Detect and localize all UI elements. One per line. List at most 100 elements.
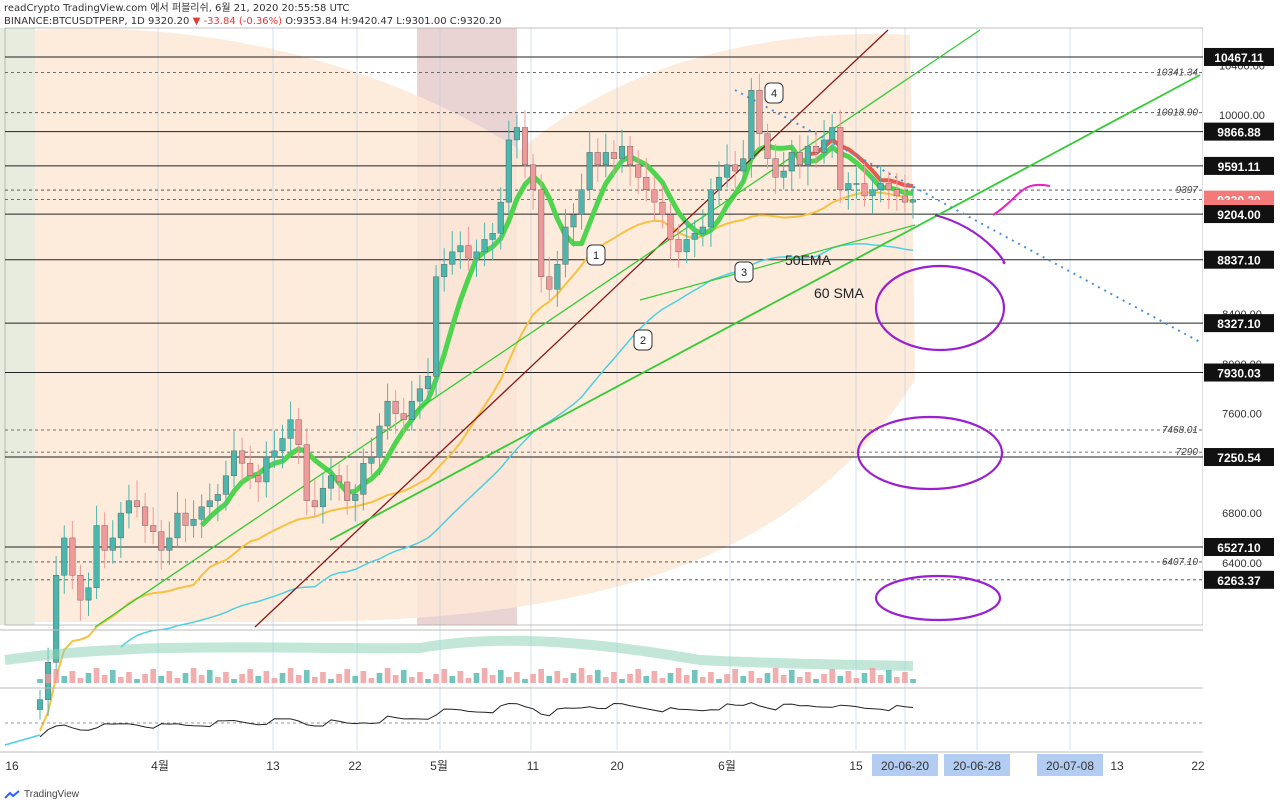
vol-bar-11 — [126, 672, 132, 683]
tradingview-logo-icon — [4, 789, 20, 799]
candle-body-47 — [416, 388, 423, 402]
candle-body-86 — [732, 164, 739, 172]
rsi-start — [4, 734, 41, 746]
vol-bar-45 — [400, 670, 407, 683]
vol-bar-66 — [570, 673, 577, 683]
candle-body-52 — [457, 245, 464, 253]
candle-body-39 — [352, 494, 359, 501]
candle-body-36 — [327, 475, 335, 489]
axis-tick-6: 6400.00 — [1222, 558, 1262, 570]
vol-bar-39 — [352, 676, 359, 683]
price-tag-5: 9204.00 — [1217, 208, 1261, 222]
price-tag-bg-7 — [1204, 314, 1274, 333]
candle-body-70 — [602, 152, 609, 166]
vol-bar-44 — [392, 675, 399, 683]
candle-body-59 — [513, 127, 520, 141]
marker-circle-0 — [874, 264, 1006, 352]
candle-body-57 — [497, 201, 504, 234]
time-label-6: 20 — [610, 759, 624, 773]
time-label-2: 13 — [266, 759, 280, 773]
candle-body-45 — [400, 413, 407, 420]
candle-body-32 — [295, 419, 302, 445]
vol-bar-43 — [384, 668, 391, 683]
label-60sma: 60 SMA — [814, 285, 864, 301]
vol-bar-98 — [829, 669, 835, 683]
time-label-4: 5월 — [430, 759, 448, 773]
publish-line: readCrypto TradingView.com 에서 퍼블리쉬, 6월 2… — [4, 3, 350, 14]
vol-bar-96 — [813, 679, 819, 683]
price-tag-bg-6 — [1204, 250, 1274, 269]
footer-brand: TradingView — [4, 789, 79, 800]
chart-header: readCrypto TradingView.com 에서 퍼블리쉬, 6월 2… — [4, 2, 501, 28]
level-note-3: 7290 — [1176, 447, 1199, 458]
candle-body-98 — [829, 127, 836, 141]
candle-body-13 — [142, 506, 149, 526]
vol-bar-78 — [667, 673, 674, 683]
candle-body-68 — [586, 152, 593, 190]
vol-bar-38 — [344, 669, 350, 683]
time-label-8: 15 — [849, 759, 863, 773]
vol-bar-72 — [619, 679, 625, 683]
axis-tick-1: 10000.00 — [1219, 110, 1265, 122]
candle-body-77 — [659, 201, 666, 215]
vol-bar-79 — [675, 668, 682, 683]
vol-bar-62 — [538, 669, 544, 683]
candle-body-58 — [505, 139, 512, 203]
vol-bar-32 — [295, 675, 302, 683]
candle-body-51 — [449, 251, 456, 265]
candle-body-26 — [247, 463, 254, 476]
candle-body-42 — [376, 425, 383, 458]
vol-bar-2 — [53, 669, 59, 683]
level-note-5: 6407.10 — [1162, 557, 1199, 568]
callout-box-2 — [734, 261, 754, 283]
vol-bar-67 — [578, 668, 585, 683]
candle-body-74 — [635, 164, 642, 178]
axis-bg — [1203, 28, 1280, 768]
price-tag-6: 8837.10 — [1217, 254, 1261, 268]
time-label-12: 13 — [1110, 759, 1124, 773]
vol-bar-93 — [788, 670, 795, 683]
brand-label: TradingView — [24, 789, 80, 800]
candle-body-30 — [279, 438, 286, 452]
level-note-1: 10018.90 — [1156, 108, 1198, 119]
price-tag-2: 9591.11 — [1218, 160, 1261, 174]
vol-bar-94 — [797, 677, 803, 683]
vol-bar-75 — [643, 676, 650, 683]
vol-bar-99 — [837, 676, 844, 683]
time-label-0: 16 — [5, 759, 19, 773]
candle-body-93 — [788, 152, 795, 172]
candle-body-97 — [821, 139, 828, 153]
vol-bar-102 — [861, 673, 868, 683]
candle-body-54 — [473, 251, 480, 259]
price-tag-bg-9 — [1204, 448, 1274, 467]
vol-bar-7 — [93, 668, 100, 683]
candle-body-7 — [93, 525, 100, 588]
price-tag-bg-1 — [1204, 122, 1274, 141]
vol-bar-50 — [441, 669, 447, 683]
candles — [36, 73, 917, 720]
price-tag-bg-0 — [1204, 47, 1274, 66]
time-label-7: 6월 — [718, 759, 736, 773]
vol-bar-90 — [764, 673, 771, 683]
vol-bar-25 — [239, 674, 245, 683]
vol-bar-64 — [554, 671, 561, 683]
candle-body-108 — [909, 199, 917, 203]
candle-body-27 — [255, 475, 262, 483]
candle-body-4 — [69, 537, 76, 576]
candle-body-83 — [707, 189, 714, 228]
vol-bar-47 — [417, 672, 423, 683]
volume-pane: 2.5M0 — [0, 629, 1236, 691]
candle-body-105 — [885, 183, 892, 190]
candle-body-67 — [578, 189, 585, 215]
marker-circle-2 — [874, 574, 1002, 622]
price-axis: 10400.0010000.008400.008000.007600.00680… — [1203, 28, 1280, 768]
candle-body-95 — [804, 145, 811, 166]
vol-bar-69 — [594, 670, 601, 683]
vol-bar-5 — [77, 678, 84, 683]
price-tag-0: 10467.11 — [1214, 51, 1264, 65]
vol-bar-26 — [247, 669, 253, 683]
vol-bar-41 — [368, 678, 375, 683]
vol-bar-58 — [506, 677, 512, 683]
highlight-bands — [0, 28, 915, 625]
